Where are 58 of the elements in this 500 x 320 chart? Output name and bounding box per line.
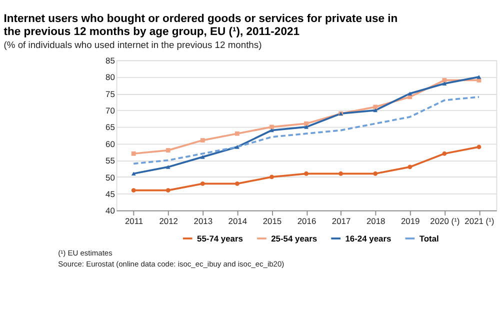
point	[304, 121, 308, 126]
source-note: Source: Eurostat (online data code: isoc_ec_ibuy and isoc_ec_ib20)	[58, 260, 285, 269]
y-tick-label: 45	[106, 188, 116, 199]
point	[408, 164, 412, 170]
legend-label: 55-74 years	[197, 233, 244, 244]
x-tick-label: 2020 (¹)	[430, 216, 460, 226]
point	[442, 151, 447, 156]
point	[131, 188, 136, 193]
y-tick-label: 65	[106, 122, 116, 132]
point	[166, 148, 170, 152]
point	[476, 144, 482, 150]
point	[373, 104, 378, 110]
point	[200, 138, 205, 142]
point	[270, 174, 274, 180]
y-tick-label: 60	[106, 138, 116, 149]
legend-label: 16-24 years	[345, 233, 392, 244]
x-tick-label: 2011	[124, 216, 144, 226]
x-tick-label: 2019	[400, 216, 420, 226]
x-tick-label: 2014	[228, 216, 248, 226]
legend-label: 25-54 years	[271, 233, 318, 244]
point	[131, 151, 136, 156]
point	[373, 171, 378, 176]
legend-label: Total	[419, 233, 439, 244]
point	[200, 155, 205, 159]
y-tick-label: 50	[106, 172, 116, 182]
point	[270, 124, 274, 130]
point	[304, 125, 308, 129]
x-tick-label: 2015	[262, 216, 282, 226]
point	[408, 92, 412, 96]
chart-title: Internet users who bought or ordered goods or services for private use in the previous 12 months by age group, EU (¹), 2011-2021	[4, 12, 398, 38]
y-tick-label: 70	[106, 106, 116, 116]
point	[338, 171, 344, 176]
x-tick-label: 2021 (¹)	[464, 216, 494, 226]
x-tick-label: 2017	[332, 216, 351, 226]
point	[442, 78, 447, 82]
point	[166, 165, 170, 169]
point	[304, 171, 308, 176]
x-tick-label: 2018	[366, 216, 386, 226]
point	[131, 172, 136, 176]
y-tick-label: 55	[106, 156, 116, 166]
line-series	[132, 96, 480, 165]
y-tick-label: 75	[106, 88, 116, 99]
x-tick-label: 2013	[194, 216, 213, 226]
point	[200, 181, 205, 186]
y-tick-label: 80	[106, 72, 116, 82]
line-series	[131, 75, 482, 176]
chart-subtitle: (% of individuals who used internet in the previous 12 months)	[4, 40, 262, 50]
point	[166, 188, 170, 193]
text: (¹) EU estimates	[58, 248, 113, 258]
point	[442, 82, 447, 86]
x-tick-label: 2016	[297, 216, 316, 226]
y-tick-label: 85	[106, 56, 116, 66]
point	[235, 131, 240, 136]
point	[235, 145, 240, 149]
point	[476, 75, 482, 79]
y-tick-label: 40	[106, 206, 116, 216]
x-tick-label: 2012	[159, 216, 178, 226]
point	[235, 181, 240, 186]
